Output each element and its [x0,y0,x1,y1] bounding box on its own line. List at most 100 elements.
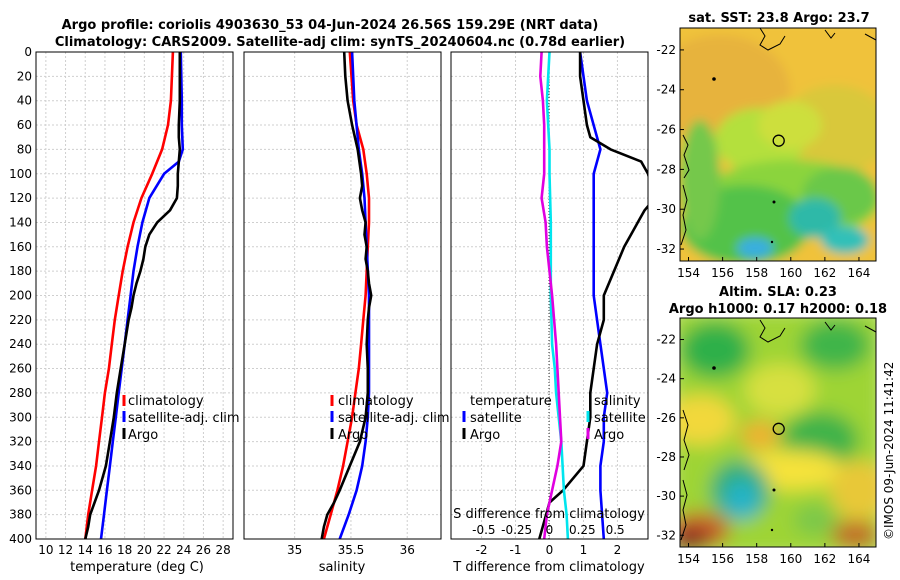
y-tick-label: 60 [17,118,32,132]
map-y-tick-label: -26 [656,123,676,137]
t-difference-xlabel: T difference from climatology [452,560,645,575]
y-tick-label: 120 [9,191,32,205]
y-tick-label: 320 [9,435,32,449]
series-line-s-satellite [545,52,570,539]
legend-label-t-satellite: satellite [470,411,522,426]
map-x-tick-label: 164 [848,552,871,566]
map-x-tick-label: 158 [745,552,768,566]
x2-tick-label: 0 [546,523,554,537]
difference-ticks: -2 -1 0 1 2 -0.5 -0.25 0 0.25 0.5 [472,523,625,557]
y-tick-label: 260 [9,362,32,376]
sst-map-field [680,28,876,261]
x-tick-label: -2 [476,543,488,557]
x-tick-label: 0 [546,543,554,557]
series-line-t-satellite [578,52,609,539]
difference-lines [538,52,648,539]
sst-map-title: sat. SST: 23.8 Argo: 23.7 [688,11,869,26]
temperature-ticks: 0 20 40 60 80 100 120 140 160 180 200 220 240 260 280 3… [9,45,231,557]
map-x-tick-label: 158 [745,266,768,280]
map-y-tick-label: -22 [656,43,676,57]
map-y-tick-label: -28 [656,162,676,176]
map-x-tick-label: 160 [779,266,802,280]
figure-title-line2: Climatology: CARS2009. Satellite-adj cli… [55,35,625,50]
map-x-tick-label: 160 [779,552,802,566]
sla-map-ticks: 154 156 158 160 162 164 -22 -24 -26 -28 -30 -32 [656,333,870,566]
y-tick-label: 380 [9,508,32,522]
y-tick-label: 240 [9,337,32,351]
legend-label-climatology: climatology [128,394,204,409]
temperature-legend: climatology satellite-adj. clim Argo [122,394,240,443]
salinity-panel: 35 35.5 36 salinity climatology satellite-… [243,51,450,575]
y-tick-label: 0 [24,45,32,59]
sst-argo-position-marker [772,134,785,147]
map-y-tick-label: -30 [656,489,676,503]
y-tick-label: 160 [9,240,32,254]
salinity-xlabel: salinity [319,560,366,575]
y-tick-label: 280 [9,386,32,400]
map-y-tick-label: -28 [656,450,676,464]
legend-label-satellite: satellite-adj. clim [128,411,240,426]
y-tick-label: 200 [9,289,32,303]
x-tick-label: 1 [580,543,588,557]
legend-header-salinity: salinity [594,394,641,409]
x-tick-label: 35 [287,543,302,557]
map-y-tick-label: -32 [656,528,676,542]
map-x-tick-label: 154 [677,552,700,566]
x-tick-label: 24 [176,543,191,557]
y-tick-label: 40 [17,94,32,108]
imos-credit: ©IMOS 09-Jun-2024 11:41:42 [882,362,896,540]
y-tick-label: 180 [9,264,32,278]
x-tick-label: 12 [58,543,73,557]
x2-tick-label: 0.25 [569,523,596,537]
map-x-tick-label: 156 [711,552,734,566]
y-tick-label: 360 [9,483,32,497]
series-line-argo [84,52,182,539]
sla-argo-position-marker [772,422,785,435]
series-line-climatology [322,52,371,539]
sst-map: sat. SST: 23.8 Argo: 23.7 [656,11,877,280]
series-line-satellite-adj-clim [99,52,185,539]
series-line-s-argo [538,52,563,539]
series-line-argo [320,52,373,539]
sla-map-field [680,318,876,547]
legend-label-satellite: satellite-adj. clim [338,411,450,426]
x2-tick-label: -0.25 [501,523,532,537]
x-tick-label: 28 [216,543,231,557]
map-y-tick-label: -26 [656,411,676,425]
x-tick-label: 22 [156,543,171,557]
salinity-axes-box [243,51,442,540]
series-line-t-argo [538,52,648,539]
x-tick-label: 18 [117,543,132,557]
x-tick-label: 2 [614,543,622,557]
map-y-tick-label: -22 [656,333,676,347]
y-tick-label: 80 [17,142,32,156]
figure-title-line1: Argo profile: coriolis 4903630_53 04-Jun… [62,18,599,33]
x-tick-label: 26 [196,543,211,557]
legend-label-t-argo: Argo [470,428,500,443]
sst-map-ticks: 154 156 158 160 162 164 -22 -24 -26 -28 -30 -32 [656,43,870,280]
map-y-tick-label: -24 [656,372,676,386]
y-tick-label: 20 [17,69,32,83]
salinity-ticks: 35 35.5 36 [287,543,415,557]
map-y-tick-label: -24 [656,83,676,97]
x2-tick-label: 0.5 [606,523,625,537]
y-tick-label: 340 [9,459,32,473]
salinity-lines [320,52,373,539]
x-tick-label: 10 [38,543,53,557]
map-x-tick-label: 162 [813,552,836,566]
sla-map-frame [679,317,877,548]
y-tick-label: 400 [9,532,32,546]
legend-label-argo: Argo [128,428,158,443]
difference-panel: -2 -1 0 1 2 -0.5 -0.25 0 0.25 0.5 T difference fr… [450,51,649,575]
sla-map-title-line2: Argo h1000: 0.17 h2000: 0.18 [669,302,887,317]
x-tick-label: 14 [78,543,93,557]
series-line-climatology [84,52,175,539]
x-tick-label: 35.5 [338,543,365,557]
difference-legend: temperature salinity satellite Argo sate… [462,394,646,443]
legend-label-argo: Argo [338,428,368,443]
y-tick-label: 140 [9,215,32,229]
legend-label-s-satellite: satellite [594,411,646,426]
sst-map-frame [679,27,877,262]
legend-label-climatology: climatology [338,394,414,409]
